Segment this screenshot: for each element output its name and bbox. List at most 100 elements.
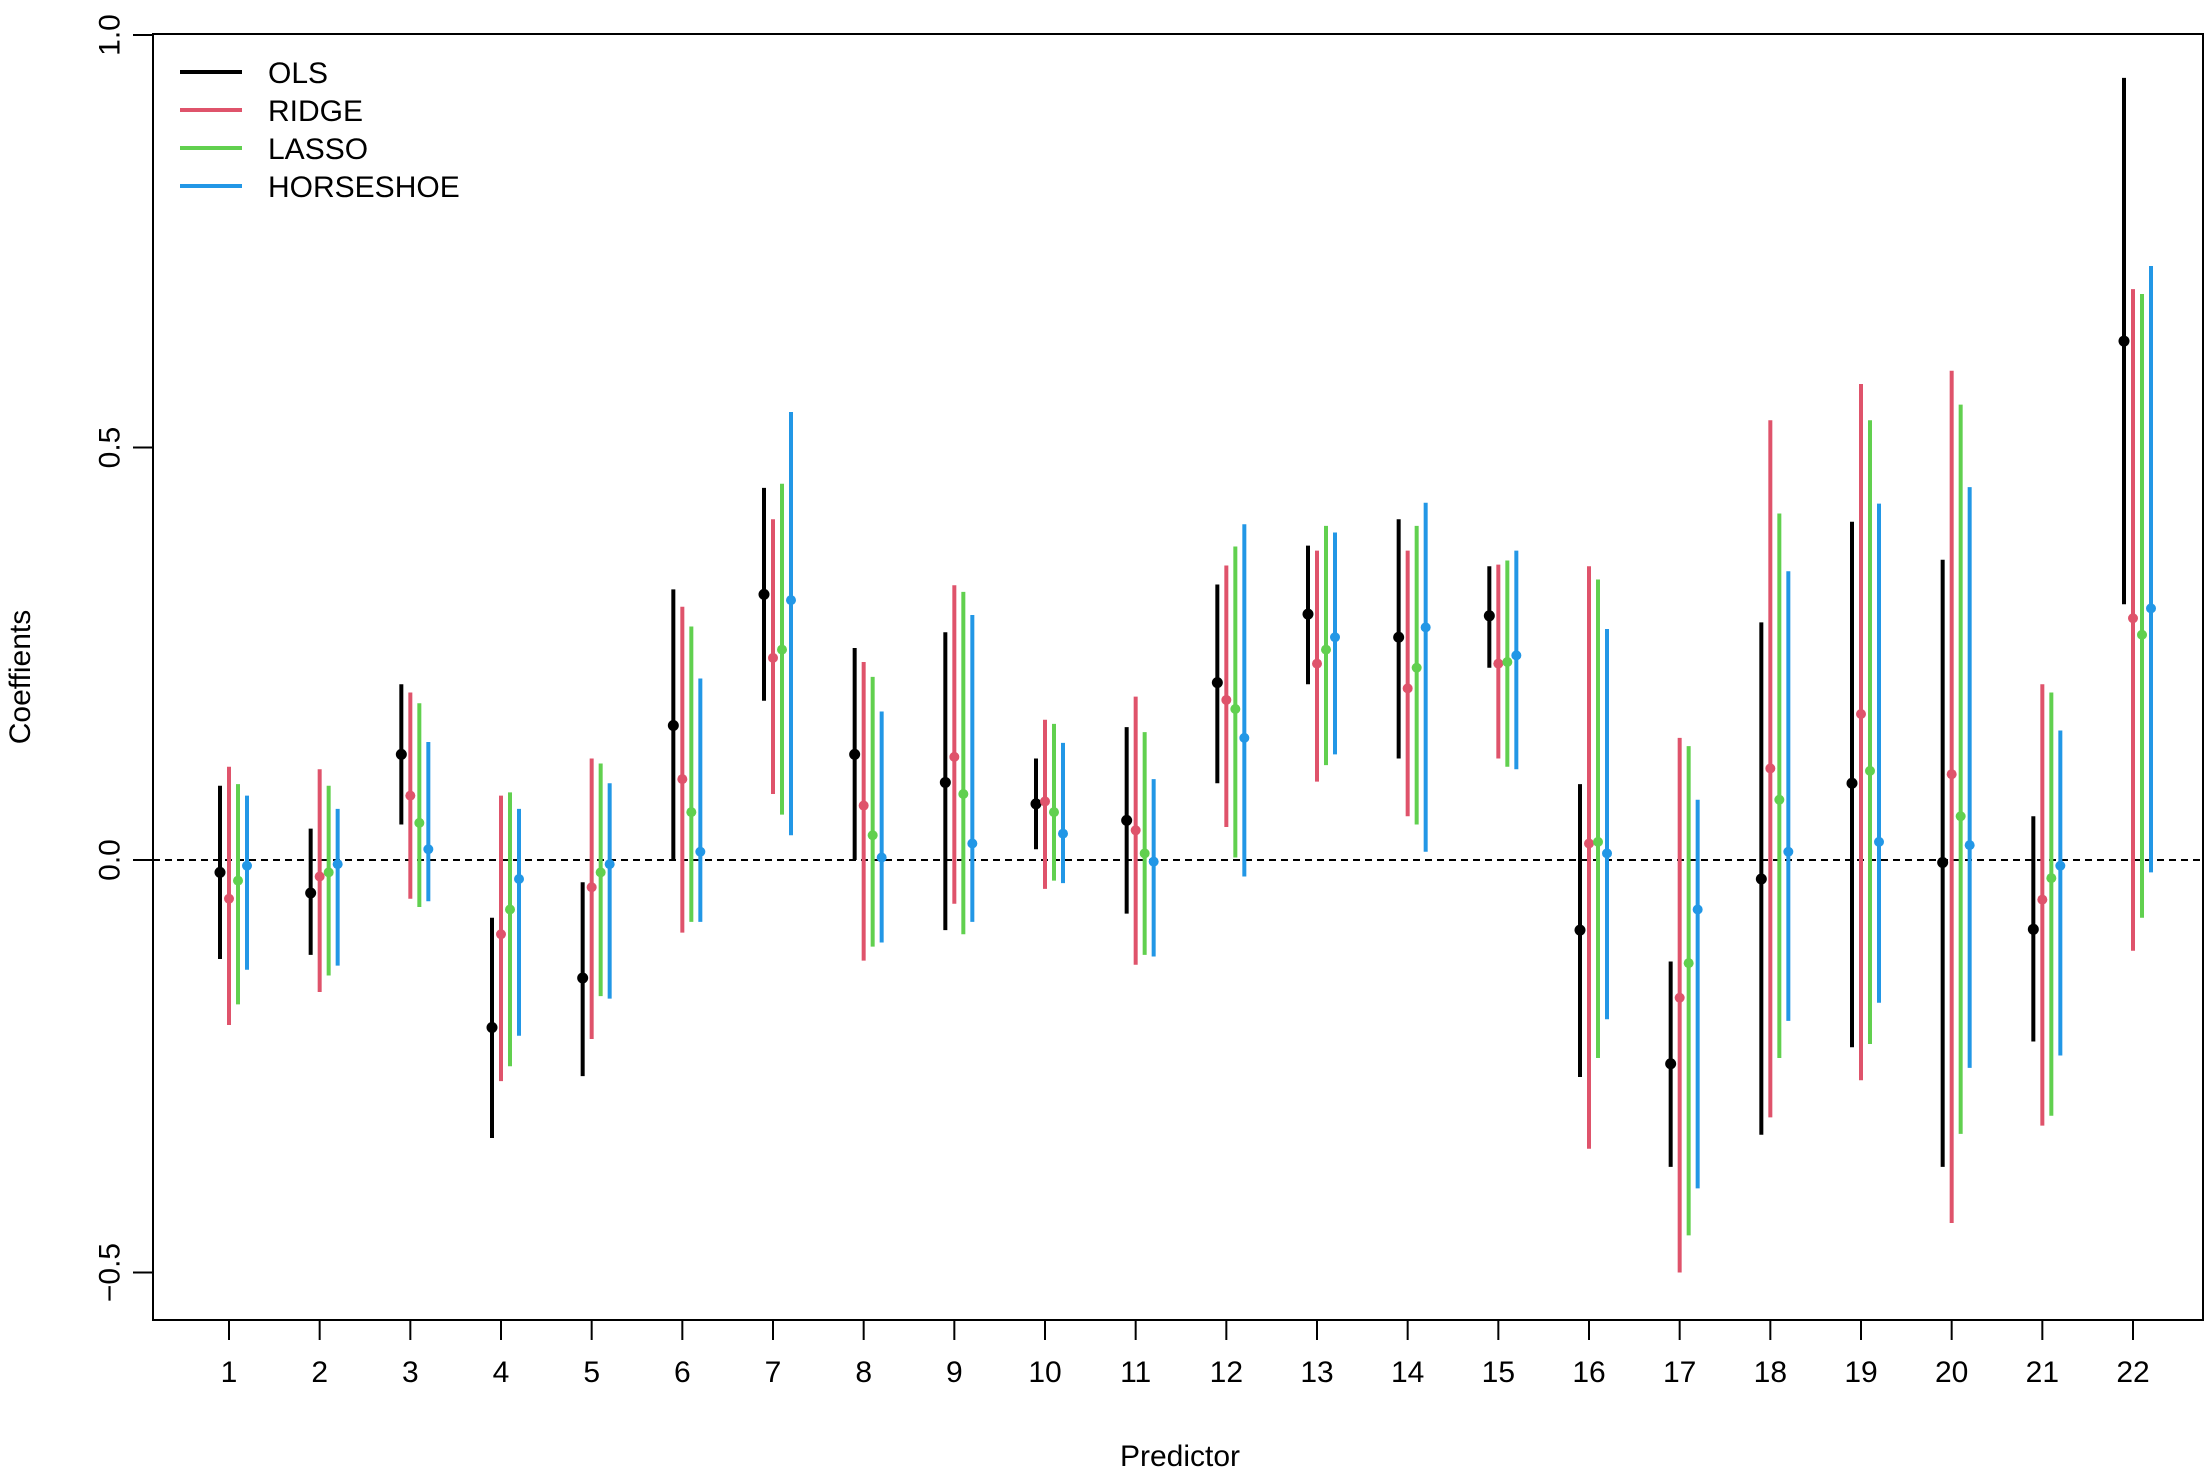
lasso-point — [1683, 958, 1694, 969]
horseshoe-point — [1602, 848, 1612, 859]
x-tick-label: 20 — [1935, 1356, 1968, 1389]
ols-point — [1302, 608, 1314, 620]
lasso-point — [2137, 629, 2147, 640]
lasso-point — [1593, 836, 1603, 847]
ols-point — [1665, 1058, 1677, 1070]
ols-point — [1121, 814, 1133, 826]
x-tick-label: 3 — [402, 1356, 419, 1389]
ridge-point — [677, 774, 688, 785]
x-tick-label: 7 — [765, 1356, 782, 1389]
x-tick-label: 22 — [2116, 1356, 2149, 1389]
horseshoe-point — [1330, 632, 1340, 643]
x-tick-label: 12 — [1210, 1356, 1243, 1389]
lasso-point — [777, 644, 787, 655]
lasso-point — [414, 817, 425, 828]
x-tick-label: 17 — [1663, 1356, 1696, 1389]
horseshoe-point — [1239, 732, 1250, 743]
ols-point — [1030, 798, 1042, 810]
lasso-point — [2046, 873, 2057, 884]
series-layer — [214, 77, 2156, 1273]
series-horseshoe — [242, 266, 2156, 1189]
legend-label-horseshoe: HORSESHOE — [268, 171, 460, 204]
legend-label-lasso: LASSO — [268, 133, 368, 166]
lasso-point — [505, 904, 515, 915]
ridge-point — [949, 751, 960, 762]
horseshoe-point — [1058, 828, 1068, 839]
x-tick-label: 8 — [855, 1356, 872, 1389]
ols-point — [1937, 856, 1949, 868]
horseshoe-point — [2055, 860, 2066, 871]
horseshoe-point — [695, 846, 706, 857]
legend-entry-lasso: LASSO — [180, 133, 368, 166]
legend: OLS RIDGE LASSO HORSESHOE — [180, 57, 460, 204]
x-tick-label: 10 — [1028, 1356, 1061, 1389]
ols-point — [939, 776, 951, 788]
ridge-point — [1856, 708, 1866, 719]
ridge-point — [586, 882, 597, 893]
lasso-point — [958, 789, 969, 799]
x-tick-label: 6 — [674, 1356, 691, 1389]
lasso-point — [686, 807, 697, 818]
ridge-point — [1765, 763, 1776, 774]
ols-point — [1846, 777, 1858, 789]
horseshoe-point — [332, 859, 343, 870]
ols-point — [214, 866, 226, 878]
lasso-point — [1774, 794, 1785, 805]
legend-entry-ols: OLS — [180, 57, 328, 90]
ols-point — [1211, 677, 1223, 689]
ridge-point — [858, 800, 869, 811]
horseshoe-point — [242, 860, 252, 871]
lasso-point — [1865, 765, 1875, 776]
lasso-point — [1230, 704, 1241, 715]
x-tick-label: 14 — [1391, 1356, 1424, 1389]
horseshoe-point — [876, 852, 887, 863]
ridge-point — [1221, 694, 1232, 705]
horseshoe-point — [786, 595, 796, 606]
ridge-point — [224, 893, 234, 904]
lasso-point — [1411, 662, 1422, 673]
horseshoe-point — [604, 859, 615, 870]
ols-point — [1393, 631, 1405, 643]
x-tick-label: 2 — [311, 1356, 328, 1389]
x-tick-label: 13 — [1300, 1356, 1333, 1389]
ols-point — [758, 588, 770, 600]
series-lasso — [233, 294, 2147, 1236]
horseshoe-point — [1692, 904, 1703, 915]
x-tick-label: 5 — [583, 1356, 600, 1389]
ols-point — [2027, 923, 2039, 935]
lasso-point — [595, 867, 606, 878]
ridge-point — [314, 871, 325, 882]
ols-point — [667, 720, 679, 732]
horseshoe-point — [2146, 603, 2156, 614]
lasso-point — [867, 830, 878, 841]
x-tick-label: 18 — [1754, 1356, 1787, 1389]
horseshoe-point — [967, 838, 978, 849]
ridge-point — [1946, 769, 1957, 780]
horseshoe-point — [514, 873, 524, 884]
x-axis-title: Predictor — [1120, 1440, 1240, 1473]
x-tick-label: 11 — [1120, 1356, 1151, 1389]
y-axis-title: Coeffients — [4, 610, 37, 745]
lasso-point — [1955, 811, 1966, 822]
lasso-point — [1321, 644, 1331, 655]
horseshoe-point — [1148, 856, 1159, 867]
horseshoe-point — [1964, 840, 1975, 851]
ols-point — [849, 748, 861, 760]
ridge-point — [1040, 796, 1050, 807]
legend-label-ols: OLS — [268, 57, 328, 90]
lasso-point — [233, 875, 243, 886]
legend-entry-ridge: RIDGE — [180, 95, 363, 128]
horseshoe-point — [1420, 622, 1431, 633]
ridge-point — [1674, 992, 1685, 1003]
series-ridge — [224, 289, 2138, 1273]
horseshoe-point — [1511, 650, 1522, 661]
ridge-point — [1130, 825, 1141, 836]
ridge-point — [1402, 683, 1413, 694]
ols-point — [486, 1021, 498, 1033]
horseshoe-point — [1783, 846, 1794, 857]
ols-point — [395, 748, 407, 760]
ols-point — [577, 972, 589, 984]
x-tick-label: 9 — [946, 1356, 963, 1389]
x-tick-label: 21 — [2026, 1356, 2059, 1389]
